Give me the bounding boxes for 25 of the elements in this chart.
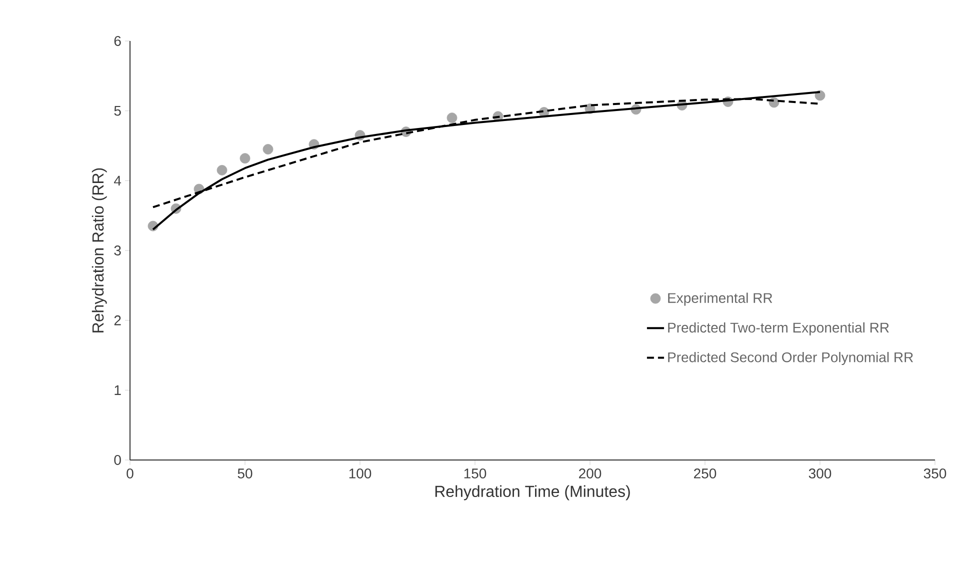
y-tick-label: 0 — [114, 455, 121, 465]
legend-label: Predicted Two-term Exponential RR — [668, 322, 889, 336]
y-tick-label: 5 — [114, 106, 121, 116]
x-axis-title: Rehydration Time (Minutes) — [435, 485, 630, 500]
x-tick-label: 300 — [808, 468, 832, 478]
point — [216, 164, 228, 176]
legend-label: Predicted Second Order Polynomial RR — [668, 352, 913, 366]
x-tick-label: 250 — [694, 468, 716, 478]
legend-label: Experimental RR — [668, 292, 772, 306]
x-tick-label: 150 — [464, 468, 486, 478]
x-tick-label: 350 — [924, 468, 946, 478]
x-tick-label: 0 — [126, 468, 134, 478]
y-tick-label: 6 — [114, 36, 121, 46]
y-tick-label: 1 — [114, 385, 121, 395]
point — [240, 153, 250, 164]
y-tick-label: 4 — [114, 176, 122, 186]
point — [814, 90, 826, 101]
y-tick-label: 2 — [114, 315, 121, 326]
y-axis-title: Rehydration Ratio (RR) — [92, 168, 107, 332]
x-tick-label: 50 — [238, 468, 252, 478]
x-tick-label: 200 — [579, 468, 602, 478]
y-tick-label: 3 — [114, 246, 121, 256]
point — [446, 112, 458, 124]
x-tick-label: 100 — [349, 468, 372, 478]
point — [262, 144, 274, 154]
